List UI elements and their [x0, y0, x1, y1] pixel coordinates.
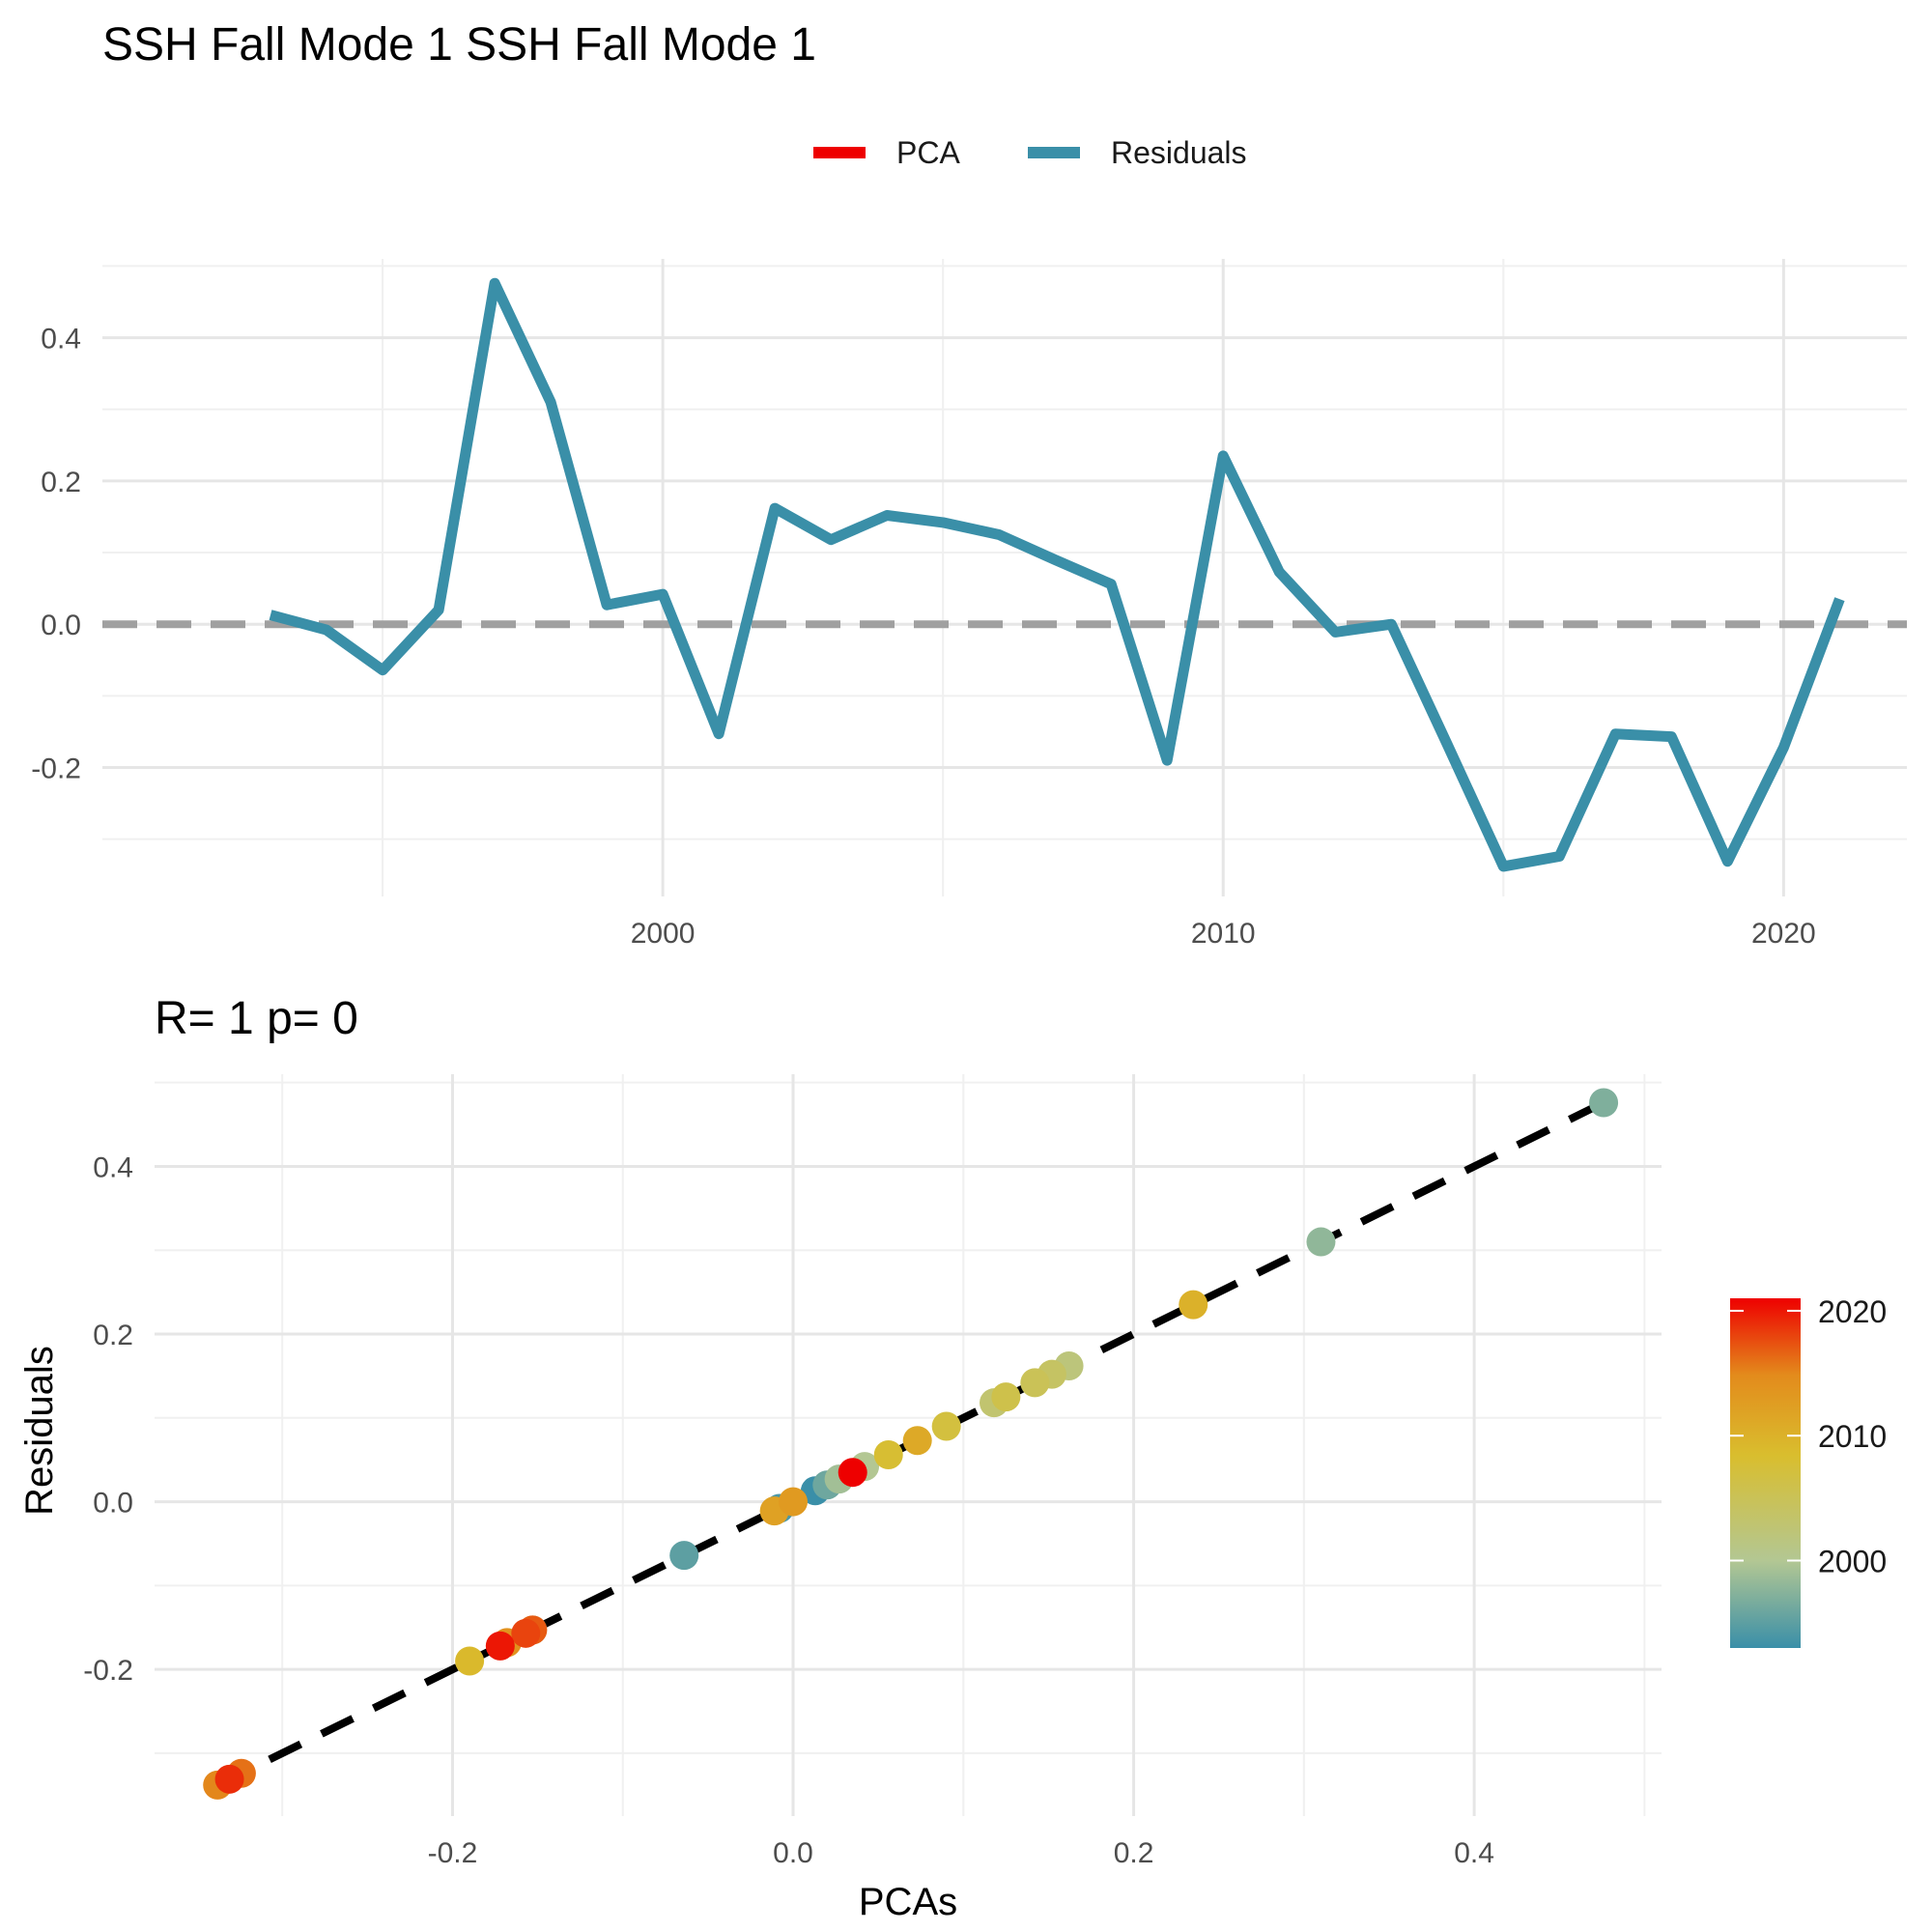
scatter-point: [838, 1458, 867, 1488]
bottom-scatter-chart: -0.2 0.0 0.2 0.4 -0.2 0.0 0.2 0.4: [83, 1074, 1662, 1869]
colorbar-tick-label: 2020: [1818, 1294, 1887, 1329]
top-x-tick-label: 2010: [1191, 918, 1256, 950]
scatter-point: [214, 1764, 244, 1794]
colorbar-ticks: 2020 2010 2000: [1730, 1294, 1887, 1579]
scatter-point: [873, 1439, 903, 1469]
top-x-tick-label: 2000: [631, 918, 696, 950]
bottom-y-tick-label: 0.2: [93, 1320, 133, 1351]
scatter-point: [511, 1618, 541, 1648]
scatter-point: [931, 1411, 961, 1441]
scatter-subtitle: R= 1 p= 0: [155, 993, 358, 1044]
top-y-tick-labels: -0.2 0.0 0.2 0.4: [31, 324, 81, 785]
bottom-y-tick-label: -0.2: [83, 1655, 133, 1687]
x-axis-title: PCAs: [859, 1881, 957, 1923]
top-y-tick-label: 0.4: [41, 324, 81, 355]
colorbar: 2020 2010 2000: [1730, 1294, 1887, 1648]
scatter-point: [902, 1426, 932, 1456]
bottom-x-tick-label: -0.2: [428, 1837, 478, 1869]
top-line-chart: -0.2 0.0 0.2 0.4 2000 2010 2020: [31, 259, 1907, 950]
top-y-tick-label: 0.0: [41, 610, 81, 641]
top-gridlines: [102, 259, 1907, 896]
colorbar-tick-label: 2000: [1818, 1545, 1887, 1579]
colorbar-gradient: [1730, 1298, 1801, 1648]
residuals-series-line: [269, 277, 1845, 872]
scatter-point: [485, 1631, 515, 1661]
bottom-x-tick-labels: -0.2 0.0 0.2 0.4: [428, 1837, 1494, 1869]
bottom-y-tick-label: 0.4: [93, 1151, 133, 1183]
scatter-points: [203, 1088, 1619, 1800]
scatter-point: [669, 1541, 699, 1571]
scatter-point: [991, 1382, 1021, 1412]
scatter-point: [1589, 1088, 1619, 1118]
colorbar-tick-label: 2010: [1818, 1419, 1887, 1454]
top-y-tick-label: -0.2: [31, 753, 81, 785]
bottom-y-tick-labels: -0.2 0.0 0.2 0.4: [83, 1151, 133, 1687]
top-x-tick-label: 2020: [1751, 918, 1816, 950]
top-x-tick-labels: 2000 2010 2020: [631, 918, 1816, 950]
bottom-x-tick-label: 0.2: [1114, 1837, 1154, 1869]
scatter-point: [455, 1646, 485, 1676]
legend: PCA Residuals: [813, 135, 1247, 170]
scatter-point: [1020, 1368, 1050, 1398]
top-y-tick-label: 0.2: [41, 467, 81, 498]
scatter-point: [1306, 1227, 1336, 1257]
bottom-gridlines: [155, 1074, 1662, 1816]
bottom-x-tick-label: 0.0: [773, 1837, 813, 1869]
y-axis-title: Residuals: [18, 1346, 61, 1516]
scatter-point: [1179, 1290, 1208, 1320]
bottom-x-tick-label: 0.4: [1454, 1837, 1494, 1869]
scatter-point: [779, 1487, 809, 1517]
figure-title: SSH Fall Mode 1 SSH Fall Mode 1: [102, 19, 816, 71]
legend-label-residuals: Residuals: [1111, 135, 1247, 170]
bottom-y-tick-label: 0.0: [93, 1488, 133, 1520]
legend-label-pca: PCA: [896, 135, 960, 170]
